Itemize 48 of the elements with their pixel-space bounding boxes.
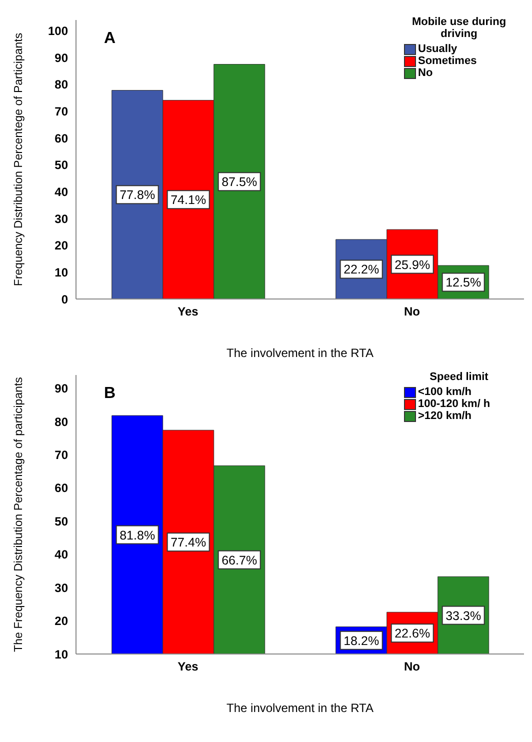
data-label: 18.2% [344,634,380,648]
legend-label: 100-120 km/ h [418,398,490,410]
legend-label: >120 km/h [418,410,472,422]
y-tick-label: 30 [54,212,68,226]
data-label: 81.8% [120,528,156,542]
y-tick-label: 80 [54,78,68,92]
y-tick-label: 10 [54,647,68,662]
legend-label: No [418,67,433,79]
y-tick-label: 90 [54,382,68,396]
data-label: 87.5% [222,175,258,190]
data-label: 74.1% [170,193,206,208]
data-label: 12.5% [446,276,482,290]
y-tick-label: 10 [54,265,68,280]
legend-label: Usually [418,43,458,55]
data-label: 25.9% [394,258,430,272]
y-axis-title: The Frequency Distribution Percentage of participants [13,376,26,652]
data-label: 22.6% [394,626,430,641]
y-tick-label: 50 [54,514,68,528]
y-tick-label: 70 [54,448,68,462]
data-label: 33.3% [446,608,482,623]
data-label: 66.7% [222,553,258,568]
y-tick-label: 20 [54,238,68,253]
data-label: 77.8% [120,188,156,202]
y-tick-label: 30 [54,580,68,595]
text: B [104,385,116,403]
x-tick-label: Yes [178,304,199,319]
x-tick-label: Yes [178,660,199,674]
y-tick-label: 50 [54,158,68,172]
data-label: 77.4% [170,536,206,550]
y-tick-label: 20 [54,614,68,628]
y-tick-label: 90 [54,50,68,65]
y-tick-label: 70 [54,104,68,118]
y-tick-label: 60 [54,481,68,496]
legend-title: Mobile use during driving [410,16,508,40]
y-tick-label: 60 [54,131,68,146]
y-tick-label: 80 [54,414,68,429]
legend-title: Speed limit [428,371,490,383]
y-tick-label: 0 [61,292,68,306]
legend-label: <100 km/h [418,386,472,398]
data-label: 22.2% [344,262,380,277]
text: A [104,30,116,48]
y-axis-title: Frequency Distribution Percentege of Participants [13,32,26,286]
x-axis-title: The involvement in the RTA [226,346,374,360]
y-tick-label: 40 [54,548,68,562]
y-tick-label: 100 [48,24,68,38]
legend-label: Sometimes [418,55,477,67]
y-tick-label: 40 [54,184,68,199]
x-axis-title: The involvement in the RTA [226,701,374,715]
